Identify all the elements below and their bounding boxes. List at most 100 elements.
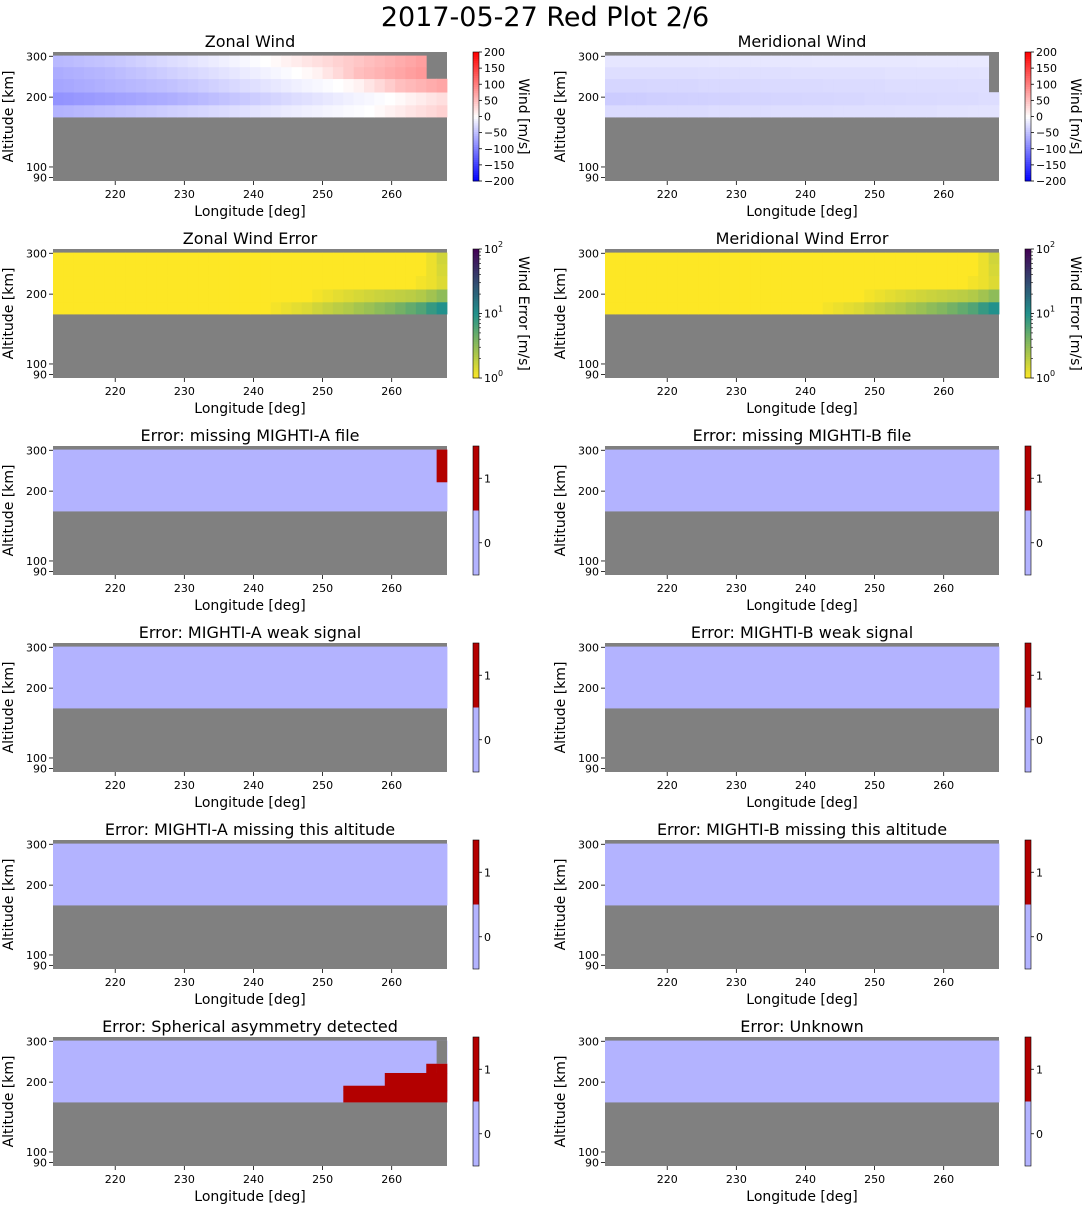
colorbar-segment (473, 153, 479, 156)
heatmap-cell (415, 55, 427, 68)
heatmap-cell (988, 92, 1000, 106)
colorbar-tick-label: 0 (484, 111, 491, 124)
heatmap-cell (957, 92, 969, 106)
heatmap-cell (636, 78, 647, 93)
colorbar-segment (1025, 326, 1031, 329)
heatmap-cell (156, 252, 168, 265)
heatmap-cell (125, 78, 137, 93)
subplot-title: Error: missing MIGHTI-A file (141, 426, 360, 445)
x-tick-label: 230 (726, 1173, 747, 1186)
heatmap-cell (843, 104, 855, 118)
heatmap-cell (605, 449, 1000, 512)
colorbar-tick-label: 102 (1036, 240, 1055, 256)
colorbar: 01 (472, 642, 491, 773)
heatmap-cell (167, 289, 178, 303)
heatmap-cell (957, 263, 969, 277)
heatmap-cell (322, 104, 334, 118)
heatmap-cell (812, 66, 824, 80)
heatmap-cell (198, 252, 209, 265)
heatmap-cell (978, 275, 990, 290)
heatmap-cell (967, 263, 979, 277)
heatmap-cell (719, 92, 730, 106)
colorbar-segment (1025, 112, 1031, 115)
colorbar-segment (1025, 133, 1031, 137)
colorbar-tick-label: 0 (1036, 1128, 1043, 1141)
heatmap-cell (260, 66, 272, 80)
heatmap-cell (322, 263, 334, 277)
heatmap-cell (198, 66, 209, 80)
heatmap-cell (426, 275, 438, 290)
heatmap-cell (719, 104, 730, 118)
colorbar-segment (473, 339, 479, 342)
colorbar-tick-label: 0 (484, 1128, 491, 1141)
heatmap-cell (312, 301, 323, 315)
flag-region (436, 449, 448, 483)
colorbar-segment (1025, 138, 1031, 141)
heatmap-cell (436, 104, 448, 118)
heatmap-cell (177, 289, 189, 303)
y-axis-label: Altitude [km] (553, 465, 569, 557)
colorbar-segment (473, 292, 479, 295)
colorbar-segment (1025, 135, 1031, 139)
heatmap-cell (156, 263, 168, 277)
heatmap-cell (833, 78, 844, 93)
heatmap-cell (667, 289, 678, 303)
heatmap-cell (978, 104, 990, 118)
heatmap-cell (895, 289, 907, 303)
heatmap-cell (146, 301, 158, 315)
heatmap-cell (260, 252, 272, 265)
heatmap-cell (125, 301, 137, 315)
colorbar-segment (473, 369, 479, 372)
colorbar-segment (1025, 270, 1031, 274)
x-axis-label: Longitude [deg] (746, 401, 857, 417)
heatmap-cell (708, 275, 720, 290)
colorbar-segment (473, 99, 479, 102)
colorbar-segment (473, 170, 479, 173)
x-tick-label: 230 (726, 976, 747, 989)
heatmap-cell (84, 252, 95, 265)
heatmap-cell (312, 289, 323, 303)
colorbar-tick-label: −100 (1036, 143, 1066, 156)
heatmap-cell (947, 92, 958, 106)
x-axis-label: Longitude [deg] (194, 795, 305, 811)
heatmap-cell (947, 275, 958, 290)
heatmap-cell (239, 289, 251, 303)
heatmap-cell (625, 104, 637, 118)
heatmap-cell (415, 275, 427, 290)
heatmap-cell (187, 275, 199, 290)
heatmap-cell (636, 289, 647, 303)
heatmap-cell (843, 92, 855, 106)
heatmap-cell (395, 78, 406, 93)
heatmap-cell (625, 289, 637, 303)
colorbar: 01 (1024, 445, 1043, 576)
heatmap-cell (967, 301, 979, 315)
heatmap-cell (864, 78, 875, 93)
heatmap-cell (405, 263, 417, 277)
heatmap-cell (94, 263, 106, 277)
heatmap-cell (281, 92, 292, 106)
heatmap-cell (63, 92, 75, 106)
heatmap-cell (677, 275, 689, 290)
heatmap-cell (291, 275, 303, 290)
colorbar-segment (1025, 86, 1031, 89)
y-tick-label: 200 (26, 91, 47, 104)
heatmap-cell (156, 301, 168, 315)
heatmap-cell (239, 92, 251, 106)
heatmap-cell (864, 275, 875, 290)
heatmap-cell (260, 92, 272, 106)
heatmap-cell (760, 55, 772, 68)
heatmap-cell (301, 55, 313, 68)
heatmap-cell (739, 104, 751, 118)
heatmap-cell (843, 289, 855, 303)
colorbar-segment (1025, 178, 1031, 182)
heatmap-cell (332, 289, 344, 303)
heatmap-cell (926, 275, 938, 290)
heatmap-cell (270, 78, 282, 93)
colorbar-segment (473, 315, 479, 319)
colorbar-segment (473, 77, 479, 81)
heatmap-cell (353, 55, 365, 68)
heatmap-cell (750, 275, 761, 290)
heatmap-cell (104, 252, 116, 265)
heatmap-cell (698, 301, 710, 315)
heatmap-cell (843, 78, 855, 93)
